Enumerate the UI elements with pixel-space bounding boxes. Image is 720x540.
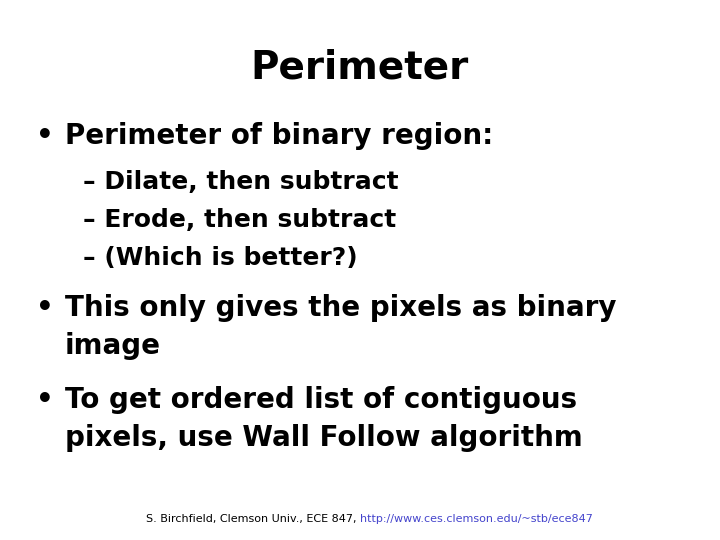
Text: S. Birchfield, Clemson Univ., ECE 847,: S. Birchfield, Clemson Univ., ECE 847, bbox=[146, 514, 360, 524]
Text: pixels, use Wall Follow algorithm: pixels, use Wall Follow algorithm bbox=[65, 424, 582, 452]
Text: Perimeter: Perimeter bbox=[251, 49, 469, 86]
Text: http://www.ces.clemson.edu/~stb/ece847: http://www.ces.clemson.edu/~stb/ece847 bbox=[360, 514, 593, 524]
Text: – Dilate, then subtract: – Dilate, then subtract bbox=[83, 170, 398, 194]
Text: – (Which is better?): – (Which is better?) bbox=[83, 246, 357, 269]
Text: To get ordered list of contiguous: To get ordered list of contiguous bbox=[65, 386, 577, 414]
Text: This only gives the pixels as binary: This only gives the pixels as binary bbox=[65, 294, 616, 322]
Text: – Erode, then subtract: – Erode, then subtract bbox=[83, 208, 396, 232]
Text: •: • bbox=[36, 294, 54, 322]
Text: Perimeter of binary region:: Perimeter of binary region: bbox=[65, 122, 493, 150]
Text: image: image bbox=[65, 332, 161, 360]
Text: •: • bbox=[36, 386, 54, 414]
Text: •: • bbox=[36, 122, 54, 150]
